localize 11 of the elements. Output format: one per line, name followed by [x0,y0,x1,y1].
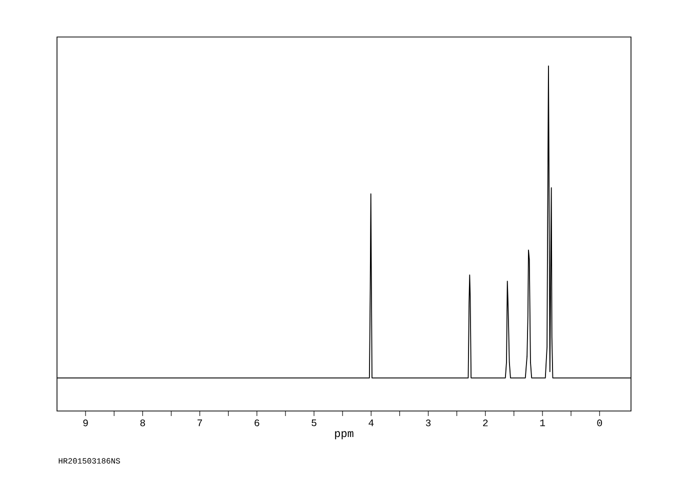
x-tick-label: 5 [312,420,316,426]
x-tick-label: 0 [597,419,602,426]
x-tick-label: 4 [368,420,374,426]
x-tick-label: 8 [140,419,146,426]
x-tick-label: 7 [198,420,202,426]
x-tick-label: 1 [540,420,545,426]
x-tick-label: 9 [83,419,88,426]
x-tick-label: 3 [426,419,431,426]
x-tick-label: 2 [483,419,488,426]
x-axis-title: ppm [335,431,354,440]
x-tick-label: 6 [254,419,260,426]
